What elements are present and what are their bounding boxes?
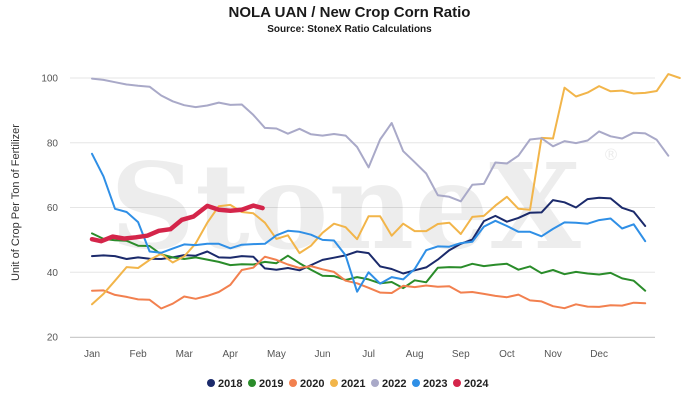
legend: 2018 2019 2020 2021 2022 2023 2024 bbox=[207, 378, 489, 390]
x-tick-label: Sep bbox=[452, 349, 470, 360]
x-tick-label: Jun bbox=[314, 349, 330, 360]
series-layer bbox=[89, 73, 681, 310]
x-tick-label: Nov bbox=[544, 349, 562, 360]
y-axis-label: Unit of Crop Per Ton of Fertilizer bbox=[10, 124, 22, 281]
x-tick-label: Apr bbox=[223, 349, 239, 360]
y-tick-label: 80 bbox=[47, 138, 59, 149]
legend-marker-2023[interactable] bbox=[412, 379, 420, 387]
y-tick-label: 60 bbox=[47, 203, 59, 214]
series-line-2022 bbox=[91, 77, 670, 203]
legend-label-2018[interactable]: 2018 bbox=[218, 378, 242, 390]
x-tick-label: Jul bbox=[362, 349, 375, 360]
y-tick-label: 100 bbox=[41, 74, 58, 85]
x-tick-label: Jan bbox=[84, 349, 100, 360]
series-line-2019 bbox=[91, 232, 647, 292]
legend-label-2021[interactable]: 2021 bbox=[341, 378, 365, 390]
legend-label-2024[interactable]: 2024 bbox=[464, 378, 489, 390]
x-tick-label: Dec bbox=[590, 349, 608, 360]
legend-label-2020[interactable]: 2020 bbox=[300, 378, 324, 390]
x-tick-label: Feb bbox=[129, 349, 147, 360]
axis-layer: 20 40 60 80 100 Jan Feb Mar Apr May Jun Jul Aug Sep Oc… bbox=[10, 74, 655, 360]
y-tick-label: 20 bbox=[47, 333, 59, 344]
chart-title: NOLA UAN / New Crop Corn Ratio bbox=[228, 4, 471, 21]
series-line-2023 bbox=[91, 152, 647, 293]
y-tick-label: 40 bbox=[47, 268, 59, 279]
x-tick-label: Oct bbox=[499, 349, 515, 360]
legend-marker-2021[interactable] bbox=[330, 379, 338, 387]
series-line-2021 bbox=[91, 73, 681, 306]
chart-subtitle: Source: StoneX Ratio Calculations bbox=[267, 24, 432, 35]
x-tick-label: May bbox=[267, 349, 286, 360]
legend-label-2019[interactable]: 2019 bbox=[259, 378, 283, 390]
legend-marker-2019[interactable] bbox=[248, 379, 256, 387]
series-line-2020 bbox=[91, 255, 647, 310]
legend-label-2023[interactable]: 2023 bbox=[423, 378, 447, 390]
x-tick-label: Mar bbox=[176, 349, 194, 360]
x-tick-label: Aug bbox=[406, 349, 424, 360]
legend-marker-2022[interactable] bbox=[371, 379, 379, 387]
legend-label-2022[interactable]: 2022 bbox=[382, 378, 406, 390]
legend-marker-2024[interactable] bbox=[453, 379, 461, 387]
series-line-2024 bbox=[89, 203, 265, 244]
legend-marker-2018[interactable] bbox=[207, 379, 215, 387]
legend-marker-2020[interactable] bbox=[289, 379, 297, 387]
watermark-registered-mark: ® bbox=[603, 145, 619, 164]
